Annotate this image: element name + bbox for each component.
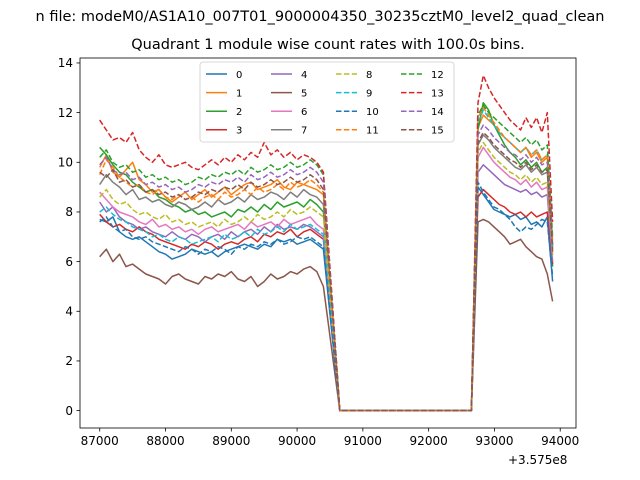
legend-label-7: 7 <box>301 126 307 137</box>
legend-label-10: 10 <box>366 107 379 118</box>
x-tick-label: 91000 <box>344 434 382 448</box>
series-line-6 <box>99 146 554 412</box>
y-tick-label: 4 <box>65 304 73 318</box>
chart-title: Quadrant 1 module wise count rates with … <box>131 37 525 53</box>
y-tick-label: 12 <box>58 106 73 120</box>
x-tick-label: 92000 <box>410 434 448 448</box>
figure-suptitle: n file: modeM0/AS1A10_007T01_9000004350_… <box>35 9 605 25</box>
legend-label-12: 12 <box>431 70 444 81</box>
legend-label-11: 11 <box>366 126 379 137</box>
series-line-8 <box>99 141 554 412</box>
legend-label-1: 1 <box>236 88 242 99</box>
series-line-13 <box>99 74 554 412</box>
y-tick-label: 0 <box>65 404 73 418</box>
plot-lines <box>99 74 554 412</box>
series-line-5 <box>99 218 554 412</box>
legend-label-5: 5 <box>301 88 307 99</box>
series-line-2 <box>99 101 554 412</box>
axes-frame <box>79 57 577 429</box>
x-axis: 87000 88000 89000 90000 91000 92000 93000 94000 <box>81 428 579 448</box>
x-tick-label: 87000 <box>81 434 119 448</box>
y-tick-label: 2 <box>65 354 73 368</box>
legend-label-9: 9 <box>366 88 372 99</box>
legend-label-0: 0 <box>236 70 242 81</box>
series-line-14 <box>99 124 554 412</box>
legend-label-3: 3 <box>236 126 242 137</box>
series-line-10 <box>99 181 554 412</box>
x-tick-label: 94000 <box>541 434 579 448</box>
legend-label-6: 6 <box>301 107 307 118</box>
series-line-4 <box>99 164 554 412</box>
series-line-0 <box>99 186 554 412</box>
series-line-3 <box>99 188 554 412</box>
x-tick-label: 90000 <box>278 434 316 448</box>
x-tick-label: 93000 <box>475 434 513 448</box>
series-line-7 <box>99 134 554 412</box>
legend-box <box>199 61 455 143</box>
y-tick-label: 10 <box>58 155 73 169</box>
series-line-12 <box>99 104 554 412</box>
series-line-9 <box>99 109 554 412</box>
x-tick-label: 88000 <box>146 434 184 448</box>
y-axis: 0 2 4 6 8 10 12 14 <box>58 56 80 418</box>
y-tick-label: 8 <box>65 205 73 219</box>
series-line-15 <box>99 131 554 412</box>
series-line-11 <box>99 106 554 412</box>
legend-label-15: 15 <box>431 126 444 137</box>
x-axis-offset-label: +3.575e8 <box>508 453 568 467</box>
legend-label-2: 2 <box>236 107 242 118</box>
legend-label-14: 14 <box>431 107 444 118</box>
legend-label-13: 13 <box>431 88 444 99</box>
y-tick-label: 6 <box>65 255 73 269</box>
legend-label-8: 8 <box>366 70 372 81</box>
legend-label-4: 4 <box>301 70 307 81</box>
y-tick-label: 14 <box>58 56 73 70</box>
x-tick-label: 89000 <box>212 434 250 448</box>
